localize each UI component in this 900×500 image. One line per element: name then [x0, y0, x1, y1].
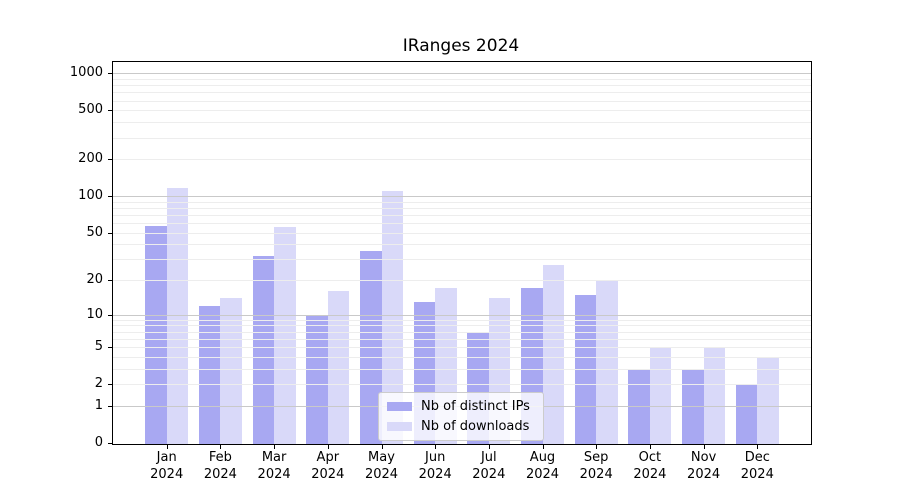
- gridline-minor: [113, 100, 811, 102]
- x-tick-mark: [327, 445, 329, 449]
- gridline-minor: [113, 85, 811, 87]
- bar-distinct-ips: [735, 384, 758, 444]
- bar-downloads: [166, 188, 189, 444]
- gridline-minor: [113, 384, 811, 386]
- y-tick-label: 500: [78, 102, 103, 118]
- x-tick-mark: [649, 445, 651, 449]
- bar-distinct-ips: [252, 255, 275, 444]
- chart-title: IRanges 2024: [402, 36, 520, 56]
- y-tick-label: 1000: [69, 65, 103, 81]
- gridline-minor: [113, 137, 811, 139]
- y-tick-label: 0: [94, 435, 103, 450]
- bar-distinct-ips: [306, 314, 328, 444]
- x-tick-mark: [542, 445, 544, 449]
- x-tick-mark: [220, 445, 222, 449]
- gridline-major: [113, 314, 811, 316]
- gridline-minor: [113, 232, 811, 234]
- y-tick-mark: [108, 280, 112, 282]
- x-tick-label: Sep 2024: [579, 450, 613, 482]
- gridline-minor: [113, 214, 811, 216]
- legend-row-downloads: Nb of downloads: [387, 419, 535, 434]
- x-tick-label: Apr 2024: [311, 450, 345, 482]
- gridline-minor: [113, 122, 811, 124]
- gridline-minor: [113, 331, 811, 333]
- x-tick-label: Feb 2024: [203, 450, 237, 482]
- bar-downloads: [649, 347, 672, 444]
- x-tick-mark: [703, 445, 705, 449]
- gridline-minor: [113, 159, 811, 161]
- legend-label-downloads: Nb of downloads: [421, 419, 530, 434]
- gridline-minor: [113, 207, 811, 209]
- x-tick-label: May 2024: [364, 450, 399, 482]
- gridline-minor: [113, 259, 811, 261]
- x-tick-label: Mar 2024: [257, 450, 291, 482]
- x-tick-mark: [435, 445, 437, 449]
- legend-swatch-distinct-ips: [387, 402, 412, 411]
- gridline-minor: [113, 347, 811, 349]
- x-tick-mark: [274, 445, 276, 449]
- y-tick-mark: [108, 196, 112, 198]
- y-tick-mark: [108, 384, 112, 386]
- x-tick-label: Dec 2024: [740, 450, 774, 482]
- legend-row-distinct-ips: Nb of distinct IPs: [387, 399, 535, 414]
- gridline-minor: [113, 244, 811, 246]
- y-tick-mark: [108, 405, 112, 407]
- y-tick-mark: [108, 232, 112, 234]
- y-tick-label: 20: [86, 272, 103, 288]
- bar-downloads: [757, 356, 779, 444]
- x-tick-label: Oct 2024: [633, 450, 667, 482]
- gridline-minor: [113, 338, 811, 340]
- y-tick-label: 5: [94, 339, 103, 355]
- y-tick-mark: [108, 159, 112, 161]
- bar-distinct-ips: [198, 305, 221, 444]
- x-tick-mark: [488, 445, 490, 449]
- legend-swatch-downloads: [387, 422, 412, 431]
- x-tick-label: Jan 2024: [150, 450, 184, 482]
- x-tick-label: Jul 2024: [472, 450, 506, 482]
- x-tick-mark: [166, 445, 168, 449]
- x-tick-mark: [381, 445, 383, 449]
- gridline-minor: [113, 325, 811, 327]
- bar-downloads: [327, 291, 350, 444]
- y-tick-mark: [108, 443, 112, 444]
- legend: Nb of distinct IPs Nb of downloads: [378, 392, 544, 441]
- gridline-minor: [113, 223, 811, 224]
- y-tick-label: 50: [86, 224, 103, 240]
- bar-downloads: [703, 347, 726, 444]
- y-tick-label: 10: [86, 306, 103, 322]
- bar-downloads: [596, 280, 618, 444]
- bar-downloads: [381, 190, 403, 444]
- gridline-minor: [113, 92, 811, 94]
- y-tick-mark: [108, 110, 112, 112]
- bar-downloads: [542, 264, 564, 444]
- gridline-major: [113, 196, 811, 198]
- y-tick-mark: [108, 347, 112, 349]
- y-tick-label: 2: [94, 376, 103, 392]
- x-tick-mark: [596, 445, 598, 449]
- legend-label-distinct-ips: Nb of distinct IPs: [421, 399, 530, 414]
- y-tick-label: 200: [78, 151, 103, 167]
- gridline-major: [113, 73, 811, 75]
- x-tick-label: Jun 2024: [418, 450, 452, 482]
- gridline-minor: [113, 201, 811, 203]
- y-tick-mark: [108, 314, 112, 316]
- gridline-minor: [113, 356, 811, 358]
- y-tick-label: 100: [78, 188, 103, 204]
- gridline-minor: [113, 280, 811, 282]
- bar-downloads: [220, 298, 242, 444]
- y-tick-mark: [108, 73, 112, 75]
- plot-area: Dec 2024 Nov 2024 Oct 2024 Sep 2024 Aug 2024 Jul 20…: [70, 61, 812, 482]
- gridline-minor: [113, 368, 811, 370]
- gridline-minor: [113, 319, 811, 321]
- x-tick-mark: [757, 445, 759, 449]
- gridline-minor: [113, 79, 811, 80]
- y-tick-label: 1: [94, 397, 103, 413]
- gridline-minor: [113, 110, 811, 112]
- x-tick-label: Nov 2024: [687, 450, 721, 482]
- x-tick-label: Aug 2024: [525, 450, 560, 482]
